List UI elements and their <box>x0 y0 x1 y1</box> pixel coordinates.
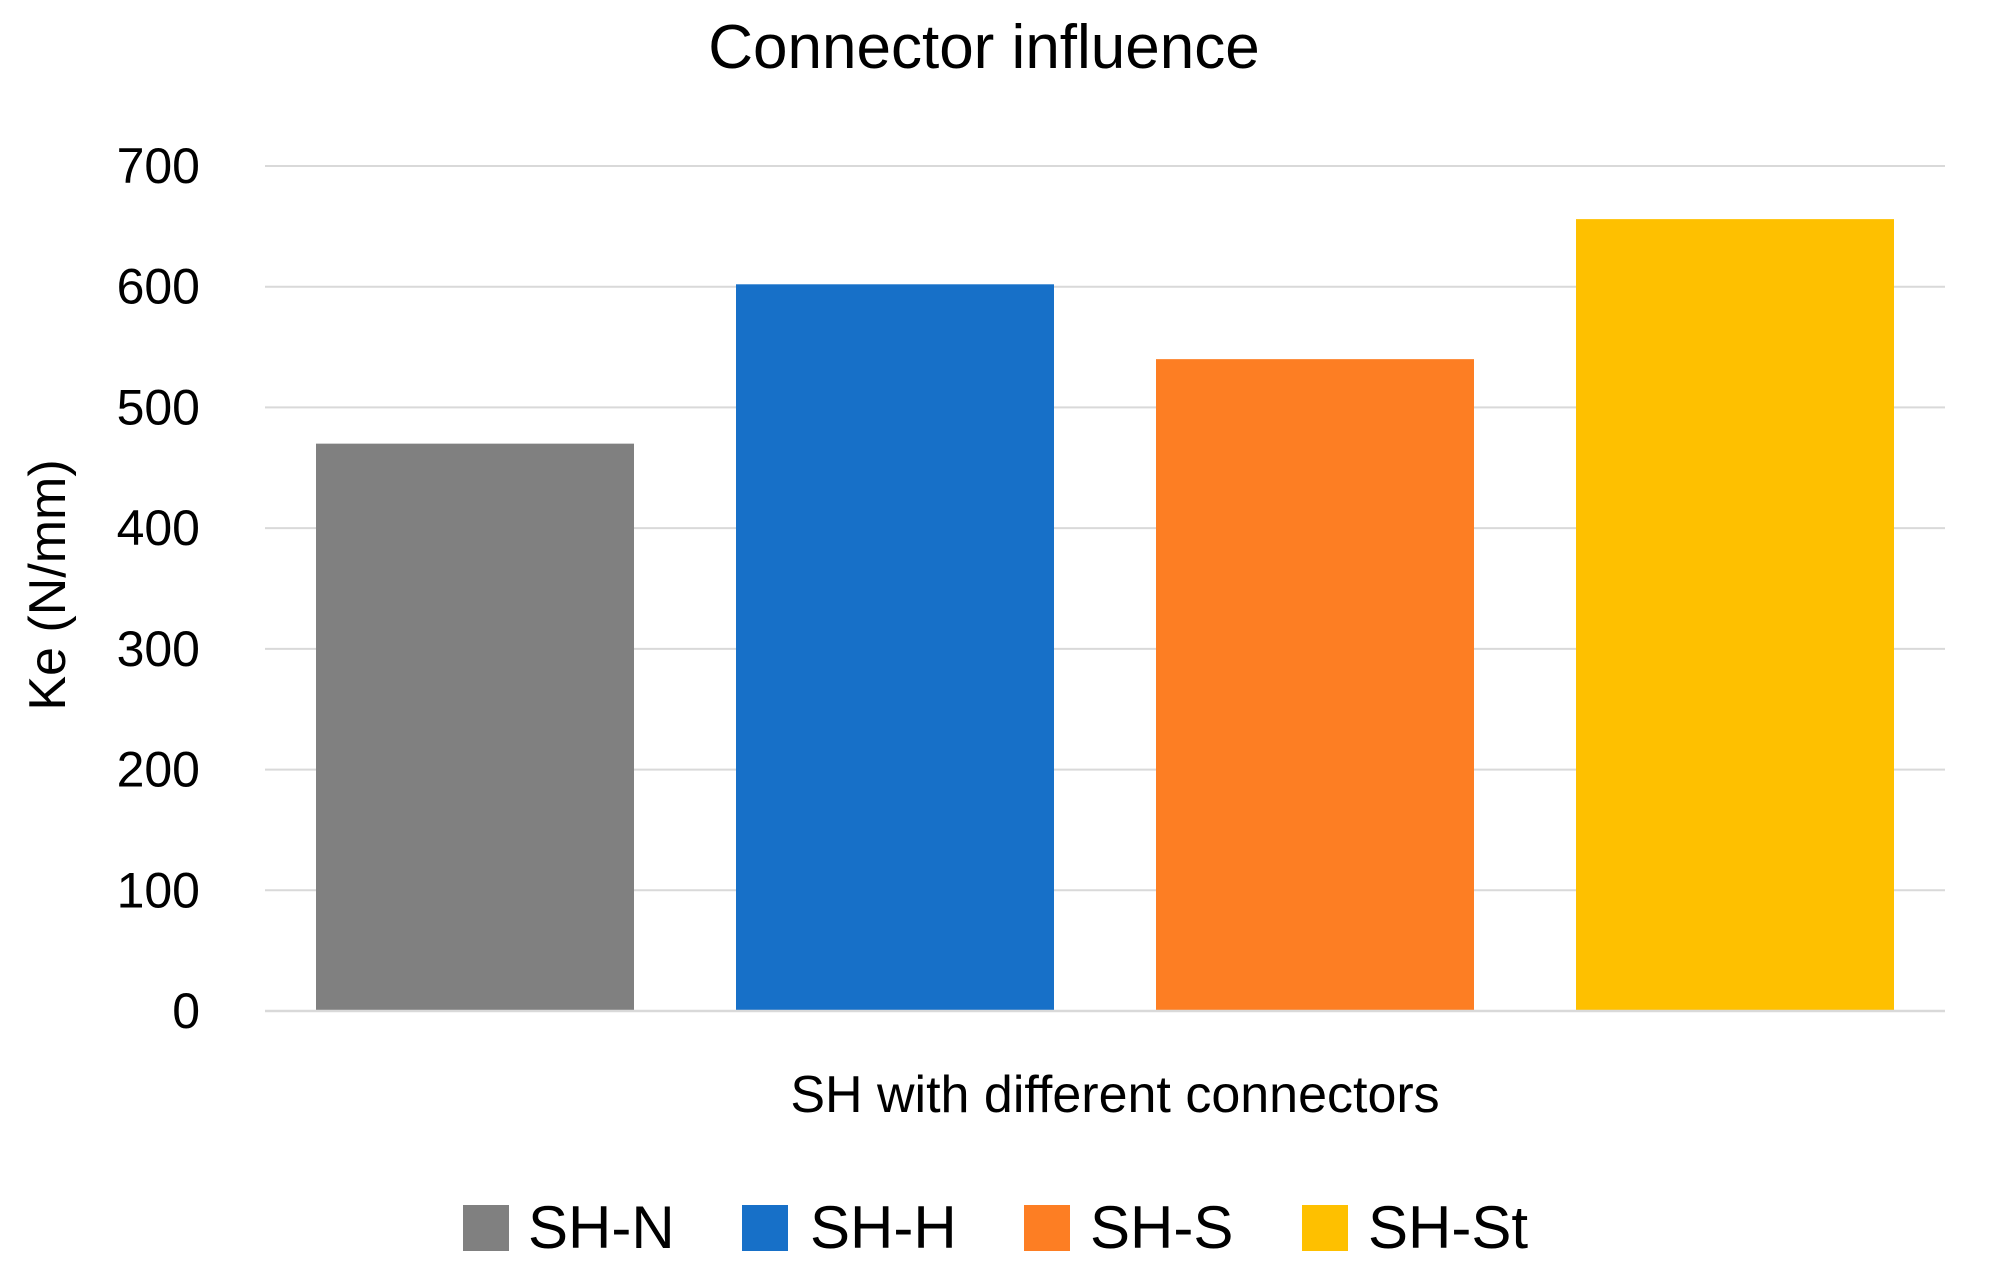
legend-label-sh-n: SH-N <box>528 1194 675 1261</box>
y-axis-ticks: 0 100 200 300 400 500 600 700 <box>117 138 200 1039</box>
y-axis-title: Ke (N/mm) <box>19 459 77 710</box>
chart-title: Connector influence <box>708 13 1259 82</box>
x-axis-title: SH with different connectors <box>790 1066 1439 1124</box>
y-tick-label: 400 <box>117 500 200 556</box>
legend: SH-N SH-H SH-S SH-St <box>463 1194 1528 1261</box>
legend-label-sh-h: SH-H <box>810 1194 957 1261</box>
y-tick-label: 600 <box>117 259 200 315</box>
y-tick-label: 700 <box>117 138 200 194</box>
bar-sh-st <box>1576 219 1894 1012</box>
y-tick-label: 300 <box>117 621 200 677</box>
bar-sh-s <box>1156 359 1474 1012</box>
legend-swatch-sh-s <box>1024 1205 1070 1251</box>
y-tick-label: 0 <box>172 983 200 1039</box>
y-tick-label: 100 <box>117 862 200 918</box>
legend-label-sh-s: SH-S <box>1090 1194 1233 1261</box>
bars <box>316 219 1894 1012</box>
legend-swatch-sh-n <box>463 1205 509 1251</box>
bar-sh-n <box>316 443 634 1012</box>
y-tick-label: 500 <box>117 379 200 435</box>
legend-swatch-sh-st <box>1302 1205 1348 1251</box>
y-tick-label: 200 <box>117 742 200 798</box>
bar-sh-h <box>736 284 1054 1011</box>
legend-swatch-sh-h <box>742 1205 788 1251</box>
legend-label-sh-st: SH-St <box>1368 1194 1528 1261</box>
